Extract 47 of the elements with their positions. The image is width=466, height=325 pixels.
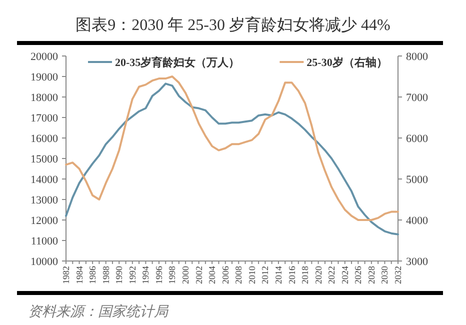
x-tick-label: 2028 — [366, 266, 376, 284]
y-tick-label: 20000 — [30, 51, 58, 63]
y-tick-label: 17000 — [30, 112, 58, 124]
y-tick-label: 15000 — [30, 154, 58, 166]
y-tick-label: 12000 — [30, 215, 58, 227]
x-tick-label: 2014 — [273, 266, 284, 284]
x-tick-label: 2010 — [246, 266, 257, 284]
y2-tick-label: 3000 — [406, 256, 428, 268]
x-tick-label: 1988 — [100, 266, 111, 284]
y-tick-label: 18000 — [30, 92, 58, 104]
y2-tick-label: 8000 — [406, 51, 428, 63]
x-tick-label: 2006 — [220, 266, 230, 284]
y-tick-label: 10000 — [30, 256, 58, 268]
x-tick-label: 2024 — [340, 266, 350, 284]
x-tick-label: 2030 — [380, 266, 390, 284]
y-tick-label: 14000 — [30, 174, 58, 186]
x-tick-label: 2004 — [207, 266, 218, 284]
y-tick-label: 11000 — [30, 236, 58, 248]
x-tick-label: 2022 — [326, 266, 337, 284]
x-tick-label: 2020 — [313, 266, 324, 284]
x-tick-label: 2012 — [260, 266, 270, 284]
x-tick-label: 2016 — [286, 266, 297, 284]
x-tick-label: 2032 — [393, 266, 403, 284]
y2-tick-label: 6000 — [406, 133, 428, 145]
chart-title: 图表9：2030 年 25-30 岁育龄妇女将减少 44% — [76, 16, 390, 34]
y-tick-label: 16000 — [30, 133, 58, 145]
x-tick-label: 1986 — [88, 266, 98, 284]
x-tick-label: 1984 — [74, 266, 84, 284]
y-tick-label: 13000 — [30, 194, 58, 206]
legend-label: 20-35岁育龄妇女（万人） — [115, 56, 240, 69]
x-tick-label: 2018 — [300, 266, 310, 284]
y2-tick-label: 7000 — [406, 92, 428, 104]
y-tick-label: 19000 — [30, 72, 58, 84]
x-tick-label: 1994 — [140, 266, 151, 284]
x-tick-label: 2008 — [234, 266, 244, 284]
x-tick-label: 2002 — [194, 266, 204, 284]
text: 资料来源：国家统计局 — [28, 304, 169, 320]
x-tick-label: 1982 — [61, 266, 71, 284]
x-tick-label: 1996 — [154, 266, 164, 284]
x-tick-label: 1998 — [167, 266, 178, 284]
x-tick-label: 1992 — [127, 266, 138, 284]
x-tick-label: 2000 — [180, 266, 191, 284]
x-tick-label: 1990 — [114, 266, 124, 284]
legend-label: 25-30岁（右轴） — [306, 56, 388, 69]
x-tick-label: 2026 — [353, 266, 364, 284]
y2-tick-label: 5000 — [406, 174, 428, 186]
y2-tick-label: 4000 — [406, 215, 428, 227]
